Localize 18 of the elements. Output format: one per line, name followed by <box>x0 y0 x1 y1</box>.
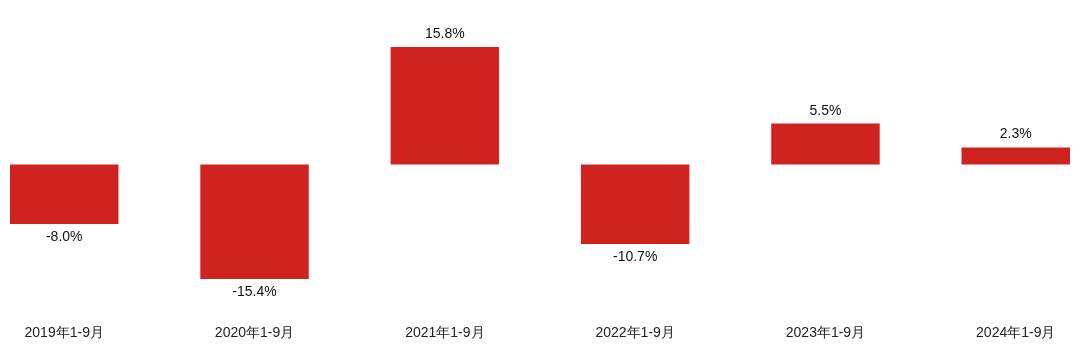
x-tick-label: 2019年1-9月 <box>24 323 104 340</box>
data-label: 15.8% <box>425 25 465 41</box>
bar <box>580 164 690 245</box>
bar <box>390 47 500 165</box>
data-label: 5.5% <box>809 101 842 118</box>
x-tick-label: 2020年1-9月 <box>214 323 295 340</box>
bar <box>200 164 309 279</box>
x-tick-label: 2021年1-9月 <box>405 323 485 340</box>
data-label: -8.0% <box>45 227 83 244</box>
x-tick-label: 2022年1-9月 <box>595 323 675 340</box>
x-tick-label: 2024年1-9月 <box>976 323 1056 340</box>
data-label: -10.7% <box>612 248 658 265</box>
bar <box>10 164 119 224</box>
data-label: -15.4% <box>232 283 277 299</box>
x-tick-label: 2023年1-9月 <box>785 323 866 340</box>
bar <box>771 123 880 165</box>
bar <box>961 147 1070 165</box>
data-label: 2.3% <box>999 125 1032 142</box>
